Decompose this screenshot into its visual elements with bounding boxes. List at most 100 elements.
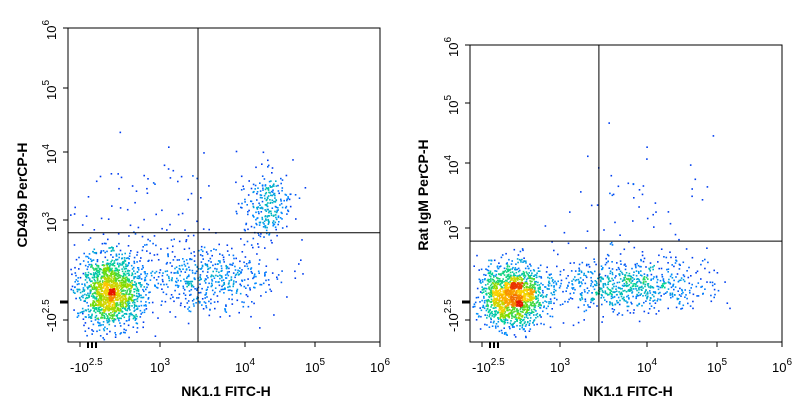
event-dot [511,306,513,308]
event-dot [685,248,688,250]
event-dot [122,302,125,304]
event-dot [106,286,108,289]
event-dot [621,314,624,316]
event-dot [130,264,133,267]
event-dot [518,298,520,301]
event-dot [113,306,115,309]
event-dot [83,310,85,313]
event-dot [92,272,95,274]
event-dot [529,295,531,298]
event-dot [183,263,186,266]
event-dot [210,250,212,252]
event-dot [130,293,133,296]
event-dot [119,282,121,284]
event-dot [103,338,106,341]
event-dot [120,317,122,320]
event-dot [647,283,650,285]
event-dot [608,293,610,296]
event-dot [124,267,127,270]
event-dot [535,314,537,316]
y-tick-label: 106 [41,20,59,40]
event-dot [134,319,137,321]
event-dot [250,270,253,273]
event-dot [494,315,496,317]
event-dot [189,258,191,261]
event-dot [268,180,271,183]
event-dot [476,287,479,290]
event-dot [189,294,191,296]
event-dot [140,313,142,315]
event-dot [511,313,513,315]
event-dot [525,303,527,305]
event-dot [513,311,515,313]
event-dot [550,300,552,303]
event-dot [235,210,238,213]
event-dot [513,307,515,310]
event-dot [183,289,186,291]
event-dot [77,314,80,317]
event-dot [84,293,86,296]
event-dot [107,317,109,319]
event-dot [160,283,162,286]
event-dot [604,282,606,285]
x-tick-label: 103 [150,357,170,375]
event-dot [207,268,209,271]
event-dot [487,283,489,285]
event-dot [489,291,492,294]
event-dot [522,278,525,280]
event-dot [485,268,487,270]
event-dot [504,319,507,321]
event-dot [149,279,152,281]
event-dot [272,221,274,224]
event-dot [485,274,487,276]
event-dot [203,152,205,154]
event-dot [157,259,160,261]
event-dot [116,314,118,317]
event-dot [115,274,117,277]
event-dot [538,275,541,278]
event-dot [546,294,548,296]
event-dot [161,288,163,290]
event-dot [523,284,525,286]
event-dot [210,285,213,288]
event-dot [144,304,147,306]
event-dot [640,270,642,272]
event-dot [507,315,509,318]
event-dot [548,280,550,283]
event-dot [505,284,508,286]
event-dot [490,298,493,301]
event-dot [146,286,148,289]
event-dot [257,246,260,248]
event-dot [250,244,253,246]
event-dot [670,273,673,276]
event-dot [518,303,521,306]
event-dot [167,286,169,288]
event-dot [509,294,511,297]
event-dot [196,287,198,290]
event-dot [624,279,626,281]
event-dot [94,267,97,270]
event-dot [539,304,542,306]
event-dot [667,307,669,310]
event-dot [565,277,568,280]
event-dot [105,291,108,293]
event-dot [640,288,642,291]
event-dot [256,223,258,226]
event-dot [580,270,583,273]
y-axis-label: CD49b PerCP-H [14,142,30,247]
event-dot [125,280,127,283]
event-dot [157,282,160,285]
event-dot [636,281,639,283]
event-dot [136,307,139,309]
event-dot [93,278,96,281]
event-dot [607,260,609,263]
event-dot [264,184,267,186]
event-dot [241,301,243,303]
event-dot [517,270,520,273]
event-dot [140,285,142,288]
event-dot [484,278,486,280]
event-dot [112,311,114,313]
event-dot [496,287,498,290]
event-dot [188,274,190,276]
event-dot [701,285,703,288]
